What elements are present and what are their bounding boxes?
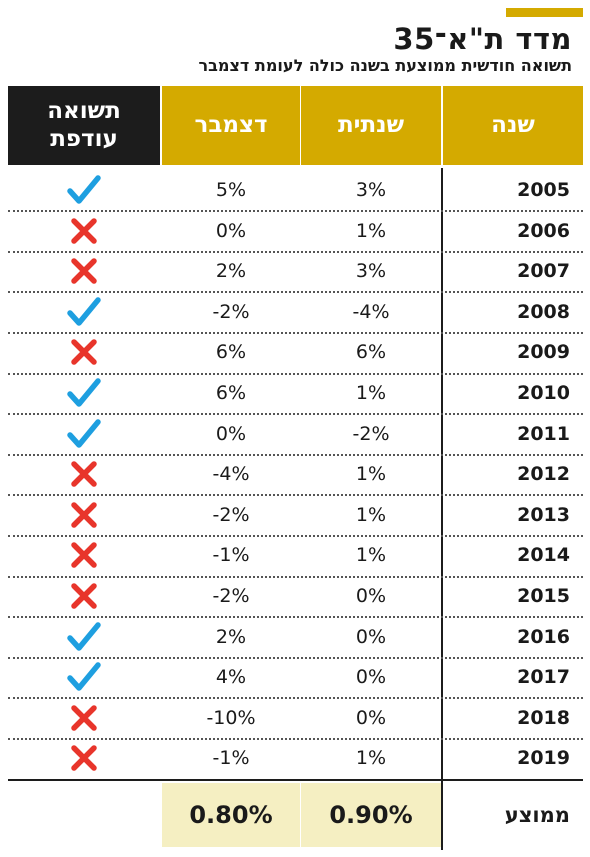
row-year: 2008 (517, 300, 570, 323)
row-december-value: 6% (215, 341, 247, 364)
row-divider (8, 291, 583, 294)
row-year: 2007 (517, 260, 570, 283)
cross-icon (8, 333, 160, 371)
cross-icon (8, 455, 160, 493)
row-divider (8, 453, 583, 456)
cross-icon (8, 252, 160, 290)
row-year: 2018 (517, 706, 570, 729)
row-december-value: -1% (212, 747, 250, 770)
row-annual-value: 0% (355, 666, 387, 689)
row-divider (8, 575, 583, 578)
header-december: דצמבר (162, 86, 300, 165)
average-label: ממוצע (504, 803, 570, 827)
row-divider (8, 413, 583, 416)
check-icon (8, 658, 160, 696)
row-annual-value: 0% (355, 625, 387, 648)
row-year: 2010 (517, 382, 570, 404)
header-excess-return: תשואה עודפת (8, 86, 160, 165)
row-year: 2015 (517, 585, 570, 607)
check-icon (8, 415, 160, 453)
chart-title: מדד ת"א־35 (393, 22, 572, 56)
row-year: 2009 (517, 341, 570, 364)
row-divider (8, 534, 583, 537)
row-december-value: -2% (212, 585, 250, 607)
row-year: 2019 (517, 747, 570, 770)
check-icon (8, 374, 160, 412)
row-december-value: 2% (215, 260, 247, 283)
check-icon (8, 618, 160, 656)
row-december-value: -2% (212, 300, 250, 323)
row-december-value: 5% (215, 179, 247, 201)
row-divider (8, 616, 583, 619)
accent-bar (506, 8, 583, 17)
row-divider (8, 737, 583, 740)
row-december-value: -10% (206, 706, 256, 729)
row-december-value: -4% (212, 463, 250, 486)
row-december-value: 6% (215, 382, 247, 404)
cross-icon (8, 739, 160, 777)
row-year: 2013 (517, 503, 570, 526)
cross-icon (8, 496, 160, 534)
row-december-value: 4% (215, 666, 247, 689)
cross-icon (8, 577, 160, 615)
row-year: 2005 (517, 179, 570, 201)
row-december-value: -2% (212, 503, 250, 526)
row-divider (8, 372, 583, 375)
row-year: 2011 (517, 422, 570, 445)
row-year: 2014 (517, 544, 570, 567)
header-year: שנה (443, 86, 583, 165)
cross-icon (8, 212, 160, 250)
row-annual-value: 1% (355, 747, 387, 770)
row-annual-value: 6% (355, 341, 387, 364)
cross-icon (8, 699, 160, 737)
row-annual-value: 3% (355, 260, 387, 283)
row-annual-value: 0% (355, 706, 387, 729)
row-divider (8, 697, 583, 700)
average-band-annual (301, 783, 441, 847)
row-december-value: 2% (215, 625, 247, 648)
row-december-value: -1% (212, 544, 250, 567)
check-icon (8, 171, 160, 209)
row-divider (8, 494, 583, 497)
row-divider (8, 656, 583, 659)
row-year: 2016 (517, 625, 570, 648)
cross-icon (8, 536, 160, 574)
row-year: 2017 (517, 666, 570, 689)
row-annual-value: 3% (355, 179, 387, 201)
header-excess-label: תשואה עודפת (47, 97, 121, 152)
header-annual: שנתית (301, 86, 441, 165)
chart-subtitle: תשואה חודשית ממוצעת בשנה כולה לעומת דצמב… (198, 56, 572, 75)
row-annual-value: 1% (355, 382, 387, 404)
row-year: 2006 (517, 219, 570, 242)
row-december-value: 0% (215, 219, 247, 242)
average-band-december (162, 783, 300, 847)
row-annual-value: 1% (355, 503, 387, 526)
row-annual-value: 1% (355, 219, 387, 242)
row-annual-value: 1% (355, 544, 387, 567)
column-divider (441, 168, 443, 850)
row-annual-value: 1% (355, 463, 387, 486)
row-annual-value: 0% (355, 585, 387, 607)
average-december-value: 0.80% (189, 801, 273, 829)
row-divider (8, 210, 583, 213)
average-divider (8, 779, 583, 781)
average-annual-value: 0.90% (329, 801, 413, 829)
row-year: 2012 (517, 463, 570, 486)
row-divider (8, 331, 583, 334)
row-annual-value: -2% (352, 422, 390, 445)
check-icon (8, 293, 160, 331)
row-divider (8, 250, 583, 253)
row-annual-value: -4% (352, 300, 390, 323)
row-december-value: 0% (215, 422, 247, 445)
